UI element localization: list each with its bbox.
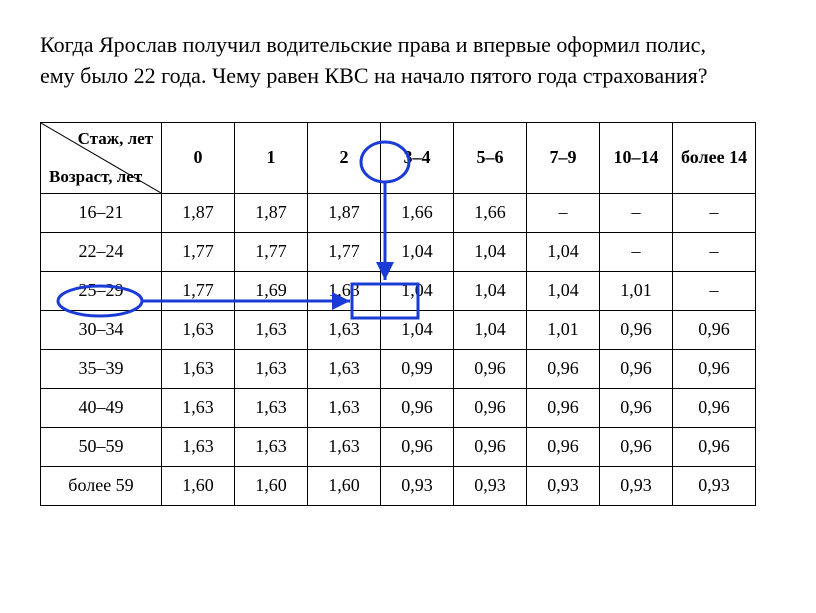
col-header: 1	[235, 122, 308, 193]
row-header: более 59	[41, 466, 162, 505]
row-header: 40–49	[41, 388, 162, 427]
table-cell: 0,96	[381, 388, 454, 427]
question-text: Когда Ярослав получил водительские права…	[40, 30, 740, 92]
row-header: 25–29	[41, 271, 162, 310]
table-cell: 0,96	[527, 388, 600, 427]
table-cell: 1,66	[454, 193, 527, 232]
table-container: Стаж, лет Возраст, лет 0 1 2 3–4 5–6 7–9…	[40, 122, 756, 506]
table-cell: 1,63	[308, 271, 381, 310]
table-cell: 0,96	[673, 388, 756, 427]
col-header: 10–14	[600, 122, 673, 193]
table-cell: 1,63	[308, 388, 381, 427]
table-cell: 0,96	[673, 427, 756, 466]
table-cell: 0,93	[673, 466, 756, 505]
col-header: 2	[308, 122, 381, 193]
table-cell: 1,69	[235, 271, 308, 310]
table-cell: 1,60	[235, 466, 308, 505]
table-cell: 0,96	[600, 310, 673, 349]
table-cell: 1,63	[235, 310, 308, 349]
table-cell: 0,93	[381, 466, 454, 505]
table-cell: 0,96	[527, 349, 600, 388]
table-cell: 0,93	[600, 466, 673, 505]
col-header: 0	[162, 122, 235, 193]
table-cell: 1,77	[162, 232, 235, 271]
table-cell: 0,96	[454, 388, 527, 427]
row-header: 35–39	[41, 349, 162, 388]
table-cell: 1,63	[235, 388, 308, 427]
table-cell: 1,04	[381, 271, 454, 310]
table-cell: 1,66	[381, 193, 454, 232]
table-cell: –	[600, 193, 673, 232]
table-cell: –	[673, 271, 756, 310]
row-header: 50–59	[41, 427, 162, 466]
table-cell: 0,93	[527, 466, 600, 505]
table-cell: 1,63	[162, 310, 235, 349]
table-cell: 1,77	[308, 232, 381, 271]
table-cell: 1,87	[308, 193, 381, 232]
table-cell: 1,01	[527, 310, 600, 349]
table-cell: 1,04	[381, 310, 454, 349]
row-header: 30–34	[41, 310, 162, 349]
col-header: 7–9	[527, 122, 600, 193]
table-cell: –	[673, 193, 756, 232]
col-header: 3–4	[381, 122, 454, 193]
corner-top-label: Стаж, лет	[78, 129, 153, 149]
table-cell: 0,96	[454, 427, 527, 466]
table-cell: 1,04	[454, 310, 527, 349]
row-header: 16–21	[41, 193, 162, 232]
table-cell: 1,60	[162, 466, 235, 505]
table-cell: 1,04	[381, 232, 454, 271]
table-cell: 0,96	[381, 427, 454, 466]
table-cell: 1,04	[454, 271, 527, 310]
table-cell: 0,96	[673, 310, 756, 349]
table-cell: 1,04	[527, 232, 600, 271]
table-cell: –	[527, 193, 600, 232]
table-cell: –	[600, 232, 673, 271]
table-cell: 1,87	[162, 193, 235, 232]
table-cell: 1,63	[162, 349, 235, 388]
table-cell: 0,96	[600, 427, 673, 466]
table-cell: 1,77	[235, 232, 308, 271]
table-cell: 1,87	[235, 193, 308, 232]
table-cell: 1,60	[308, 466, 381, 505]
table-cell: 1,77	[162, 271, 235, 310]
corner-cell: Стаж, лет Возраст, лет	[41, 122, 162, 193]
table-cell: 1,63	[235, 349, 308, 388]
table-cell: 1,63	[162, 388, 235, 427]
corner-bottom-label: Возраст, лет	[49, 167, 142, 187]
col-header: 5–6	[454, 122, 527, 193]
table-cell: 1,01	[600, 271, 673, 310]
row-header: 22–24	[41, 232, 162, 271]
table-cell: 0,96	[527, 427, 600, 466]
kvs-table: Стаж, лет Возраст, лет 0 1 2 3–4 5–6 7–9…	[40, 122, 756, 506]
table-cell: 1,63	[308, 427, 381, 466]
table-cell: 0,96	[673, 349, 756, 388]
col-header: более 14	[673, 122, 756, 193]
table-cell: 0,93	[454, 466, 527, 505]
table-cell: 1,63	[308, 310, 381, 349]
table-cell: 0,96	[454, 349, 527, 388]
table-cell: 0,96	[600, 349, 673, 388]
table-cell: 1,63	[235, 427, 308, 466]
table-cell: 1,63	[308, 349, 381, 388]
table-cell: –	[673, 232, 756, 271]
table-cell: 1,63	[162, 427, 235, 466]
table-cell: 1,04	[454, 232, 527, 271]
table-cell: 0,96	[600, 388, 673, 427]
table-cell: 1,04	[527, 271, 600, 310]
table-cell: 0,99	[381, 349, 454, 388]
